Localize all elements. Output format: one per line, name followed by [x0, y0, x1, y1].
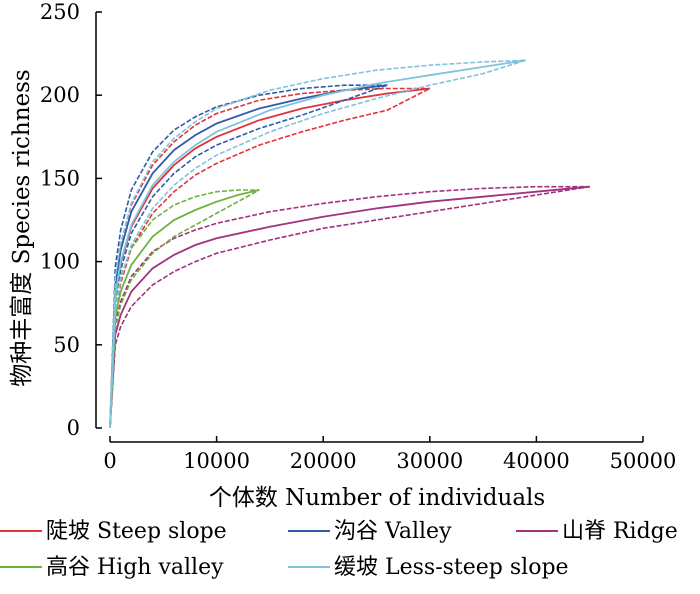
y-tick-label: 250 [40, 0, 80, 24]
series-upper-bound [109, 84, 388, 429]
legend-item: 沟谷 Valley [288, 519, 452, 544]
legend-item: 缓坡 Less-steep slope [288, 555, 569, 580]
y-tick-label: 200 [40, 83, 80, 107]
legend-item: 山脊 Ridge [516, 519, 678, 544]
series-upper-bound [109, 87, 430, 429]
series-line [109, 87, 430, 429]
legend-label: 陡坡 Steep slope [46, 519, 227, 544]
series-4 [109, 59, 526, 429]
legend-item: 陡坡 Steep slope [0, 519, 227, 544]
series-2 [109, 185, 590, 429]
series-0 [109, 87, 431, 429]
y-tick-label: 50 [53, 333, 80, 357]
legend-label: 沟谷 Valley [334, 519, 452, 544]
y-tick-label: 0 [67, 416, 80, 440]
y-tick-label: 150 [40, 166, 80, 190]
series-lower-bound [109, 84, 388, 429]
series-line [109, 59, 526, 429]
legend-label: 高谷 High valley [46, 555, 224, 580]
y-axis-title: 物种丰富度 Species richness [9, 69, 35, 386]
x-tick-label: 10000 [183, 449, 250, 473]
series-upper-bound [109, 185, 590, 429]
axes [95, 12, 643, 443]
series-line [109, 185, 590, 429]
plot-area [109, 59, 590, 429]
series-lower-bound [109, 87, 431, 429]
y-tick-label: 100 [40, 250, 80, 274]
series-lower-bound [109, 189, 260, 429]
x-tick-label: 50000 [610, 449, 677, 473]
x-axis-title: 个体数 Number of individuals [209, 485, 545, 511]
x-tick-label: 20000 [290, 449, 357, 473]
legend: 陡坡 Steep slope 沟谷 Valley 山脊 Ridge 高谷 High v… [0, 519, 678, 580]
series-3 [109, 189, 260, 429]
series-1 [109, 84, 388, 429]
x-tick-label: 40000 [503, 449, 570, 473]
series-upper-bound [109, 59, 526, 429]
legend-label: 缓坡 Less-steep slope [334, 555, 569, 580]
series-line [109, 189, 260, 429]
legend-label: 山脊 Ridge [562, 519, 678, 544]
legend-item: 高谷 High valley [0, 555, 224, 580]
series-lower-bound [109, 185, 590, 429]
series-lower-bound [109, 59, 526, 429]
series-line [109, 84, 388, 429]
x-tick-label: 0 [103, 449, 116, 473]
ticks: 0 50 100 150 200 250 0 10000 20000 30000 40000 5000… [40, 0, 677, 473]
x-tick-label: 30000 [396, 449, 463, 473]
